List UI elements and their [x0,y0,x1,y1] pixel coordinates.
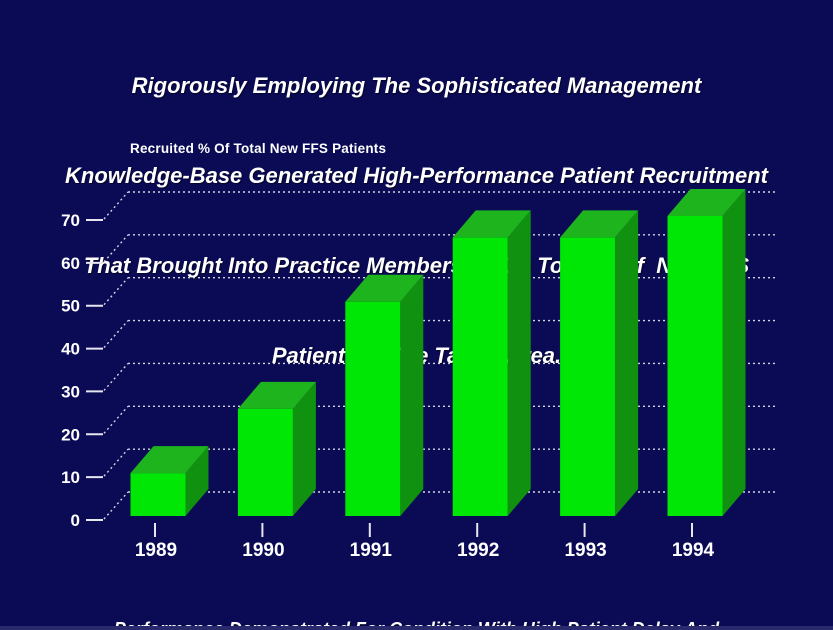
bar-1990 [237,408,293,516]
slide-caption: Performance Demonstrated For Condition W… [0,569,833,630]
chart-axis-title: Recruited % Of Total New FFS Patients [130,141,387,156]
bar-1990-side [292,381,316,516]
gridline-depth-0 [103,491,129,520]
bar-1991 [345,301,401,516]
ytick-label-20: 20 [61,425,80,444]
title-line-1: Rigorously Employing The Sophisticated M… [131,73,702,98]
ytick-label-70: 70 [61,211,80,230]
ytick-label-30: 30 [61,382,80,401]
bar-1992-side [507,210,531,516]
gridline-depth-10 [103,448,129,477]
year-label-1993: 1993 [564,540,606,561]
bar-1992-top [452,210,531,238]
slide-bottom-edge [0,626,833,630]
bar-1989-top [130,446,209,474]
caption-line-1: Performance Demonstrated For Condition W… [113,619,720,630]
bar-1989 [130,473,186,516]
gridline-depth-70 [103,191,129,220]
ytick-label-40: 40 [61,340,80,359]
gridline-depth-30 [103,362,129,391]
year-label-1989: 1989 [135,540,177,561]
year-label-1991: 1991 [350,540,393,561]
bar-1993 [560,237,616,516]
bar-1993-side [615,210,639,516]
bar-1991-side [400,274,424,516]
bar-1989-side [185,446,209,516]
bar-1992 [452,237,508,516]
year-label-1990: 1990 [242,540,284,561]
year-label-1994: 1994 [672,540,715,561]
gridline-depth-60 [103,234,129,263]
ytick-label-60: 60 [61,254,80,273]
gridline-depth-50 [103,277,129,306]
title-line-2: Knowledge-Base Generated High-Performanc… [65,163,768,188]
bar-1994-top [667,189,746,217]
bar-1990-top [237,381,316,409]
bar-1991-top [345,274,424,302]
ytick-label-10: 10 [61,468,80,487]
bar-1994 [667,216,723,516]
gridline-depth-40 [103,320,129,349]
bar-1994-side [722,189,746,516]
bar-1993-top [560,210,639,238]
ytick-label-0: 0 [71,511,80,530]
gridline-depth-20 [103,405,129,434]
ytick-label-50: 50 [61,297,80,316]
year-label-1992: 1992 [457,540,499,561]
